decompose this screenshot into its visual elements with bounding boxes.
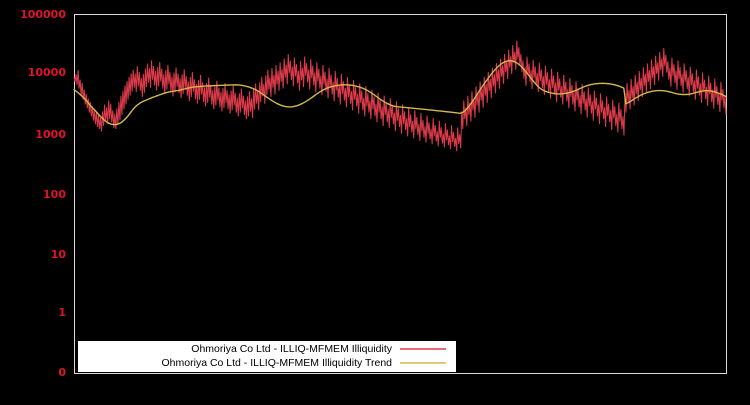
y-axis-tick-label: 1000 [35,128,66,141]
legend-entry-label: Ohmoriya Co Ltd - ILLIQ-MFMEM Illiquidit… [162,357,393,369]
y-axis-tick-label: 0 [58,366,66,379]
legend-background [78,341,456,372]
legend-entry-label: Ohmoriya Co Ltd - ILLIQ-MFMEM Illiquidit… [191,343,392,355]
y-axis-tick-label: 1 [58,306,66,319]
y-axis-tick-label: 100 [43,188,66,201]
plot-frame [74,14,727,374]
y-axis-tick-label: 10 [51,248,67,261]
data-series-group [73,40,727,152]
series-illiquidity-trend-line [73,59,727,126]
y-axis-tick-label: 100000 [20,8,66,21]
chart-legend[interactable]: Ohmoriya Co Ltd - ILLIQ-MFMEM Illiquidit… [78,341,456,372]
plot-background [74,14,727,374]
y-axis-tick-label: 10000 [28,66,67,79]
series-illiquidity-line [73,40,727,152]
